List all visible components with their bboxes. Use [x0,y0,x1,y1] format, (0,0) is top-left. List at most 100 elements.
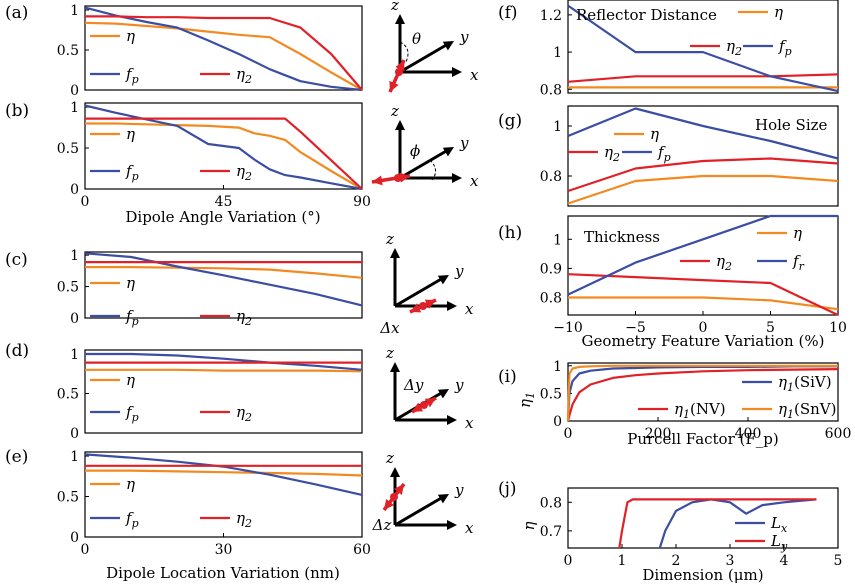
axes-frame-a [84,5,363,91]
dipole-arrowhead-b [372,175,383,186]
legend-label-c: η2 [236,307,252,328]
series-line-j-Lx [658,498,817,549]
ytick-label-d: 0.5 [57,386,79,402]
ytick-label-f: 1 [553,45,562,61]
legend-label-i: η1(SnV) [778,400,836,421]
ytick-label-c: 0.5 [57,280,79,296]
legend-label-g: η [650,125,659,143]
x-arrowhead-a [452,67,462,77]
ytick-label-e: 0.5 [57,490,79,506]
y-arrowhead-c [437,275,449,285]
ytick-label-i: 1 [553,359,562,375]
x-label-a: x [470,66,479,84]
ytick-label-a: 0.5 [57,43,79,59]
xlabel-angle: Dipole Angle Variation (°) [125,208,320,226]
xtick-label-i: 200 [645,426,672,442]
series-line-g-2 [567,157,839,193]
legend-label-a: η [126,27,135,45]
legend-label-b: η [126,125,135,143]
theta-arc [399,41,409,63]
series-line-d-fp [85,352,363,371]
x-label-b: x [470,172,479,190]
legend-label-f: fp [778,37,792,58]
legend-label-d: fp [125,403,139,424]
z-arrowhead-d [390,362,400,372]
delta-y-label: Δy [403,376,424,394]
legend-label-d: η [126,371,135,389]
legend-label-i: η1(NV) [674,400,726,421]
series-line-b- [85,122,363,190]
series-line-h- [568,296,839,311]
dipole-center-d [420,401,428,409]
ylabel-j: η [520,522,538,531]
xtick-label-i: 600 [825,426,852,442]
legend-label-h: fr [792,252,805,273]
ylabel-i: η1 [516,392,537,408]
z-arrowhead-a [395,14,405,24]
ytick-label-d: 1 [70,347,79,363]
legend-label-c: η [126,274,135,292]
ytick-label-e: 1 [70,449,79,465]
y-label-e: y [454,481,464,499]
xtick-label-i: 400 [735,426,762,442]
y-arrowhead-a [442,41,454,51]
dipole-center-c [419,302,427,310]
legend-label-g: η2 [604,143,620,164]
xtick-label-e: 0 [81,542,90,558]
legend-label-e: η [126,475,135,493]
x-arrowhead-b [452,173,462,183]
annotation-g: Hole Size [755,116,828,134]
z-label-a: z [390,0,399,14]
x-arrowhead-e [447,520,457,530]
legend-label-b: fp [125,162,139,183]
xlabel-dimension: Dimension (μm) [642,566,763,584]
legend-label-e: fp [125,509,139,530]
dipole-center-a [395,68,403,76]
axes-frame-d [84,349,363,434]
legend-label-j: Lx [770,514,788,535]
xtick-label-e: 30 [215,542,233,558]
y-axis-e [394,495,444,527]
legend-label-f: η2 [726,37,742,58]
y-arrowhead-e [437,494,449,504]
ytick-label-g: 1 [553,119,562,135]
dipole-center-b [394,174,402,182]
xtick-label-h: 0 [699,320,708,336]
panel-label-h: (h) [498,223,522,243]
y-arrowhead-d [437,389,449,399]
series-line-h-2 [567,273,839,316]
phi-arc [429,159,436,181]
ytick-label-i: 0 [553,414,562,430]
legend-label-c: fp [125,307,139,328]
dipole-arrowhead-e [384,499,395,510]
ytick-label-c: 1 [70,248,79,264]
y-axis-a [399,42,449,74]
xtick-label-j: 3 [726,553,735,569]
series-line-b-2 [85,117,363,190]
z-label-e: z [385,449,394,467]
xtick-label-b: 0 [81,194,90,210]
x-arrowhead-c [447,301,457,311]
y-axis-b [399,148,449,180]
xlabel-geometry: Geometry Feature Variation (%) [582,332,825,350]
z-label-d: z [385,344,394,362]
xtick-label-h: 10 [829,320,847,336]
xtick-label-j: 4 [780,553,789,569]
ytick-label-h: 0.8 [540,291,562,307]
panel-label-c: (c) [5,250,28,270]
series-line-g- [567,174,839,205]
panel-label-b: (b) [5,101,29,121]
legend-label-j: Ly [770,532,788,553]
axes-frame-g [567,105,839,207]
y-label-c: y [454,262,464,280]
xtick-label-e: 60 [353,542,371,558]
series-line-d- [85,368,363,373]
series-line-j-Ly [618,498,817,549]
legend-label-g: fp [657,143,671,164]
series-line-a- [84,21,363,91]
y-axis-c [394,276,444,308]
annotation-h: Thickness [584,228,660,246]
dipole-arrowhead-d [424,398,436,408]
ytick-label-j: 0.7 [540,524,562,540]
ytick-label-e: 0 [70,530,79,546]
